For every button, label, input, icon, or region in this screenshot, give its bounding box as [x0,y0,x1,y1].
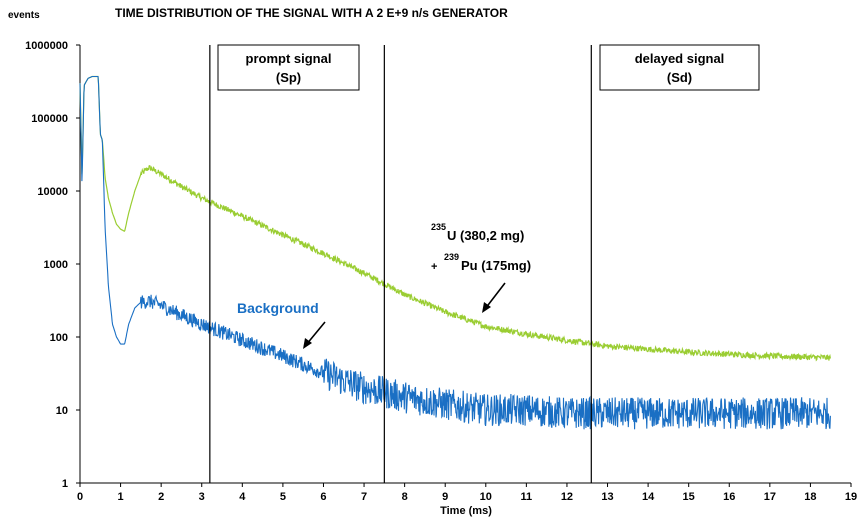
x-tick-label: 17 [764,491,776,503]
pu239-label: Pu (175mg) [461,258,531,273]
x-tick-label: 0 [77,491,83,503]
sample-arrow [482,282,506,313]
x-tick-label: 8 [402,491,408,503]
x-tick-label: 2 [158,491,164,503]
prompt-signal-abbrev: (Sp) [276,70,301,85]
background-series-line [79,75,831,430]
y-tick-label: 10 [56,405,68,417]
x-tick-label: 6 [320,491,326,503]
y-tick-label: 100000 [31,113,68,125]
x-tick-label: 19 [845,491,857,503]
y-tick-label: 1000 [44,259,68,271]
x-tick-label: 14 [642,491,655,503]
prompt-signal-box: prompt signal (Sp) [217,44,360,91]
background-arrow [303,321,326,349]
u235-label: U (380,2 mg) [447,228,524,243]
x-tick-label: 1 [118,491,124,503]
x-axis-label: Time (ms) [440,505,492,517]
x-tick-label: 16 [723,491,735,503]
series-layer [79,75,831,430]
pu239-superscript: 239 [444,252,459,262]
region-lines [209,45,592,483]
y-tick-label: 1000000 [25,40,68,52]
y-axis-unit-label: events [8,10,40,21]
background-label: Background [237,300,319,316]
y-tick-label: 1 [62,478,68,490]
x-tick-label: 11 [521,491,533,503]
y-ticks: 1 10 100 1000 10000 100000 1000000 [25,40,80,490]
x-tick-label: 18 [804,491,816,503]
delayed-signal-box: delayed signal (Sd) [599,44,760,91]
y-tick-label: 10000 [37,186,68,198]
delayed-signal-abbrev: (Sd) [667,70,692,85]
sample-series-line [79,75,831,362]
y-tick-label: 100 [50,332,68,344]
chart-title: TIME DISTRIBUTION OF THE SIGNAL WITH A 2… [115,6,508,20]
sample-annotation: 235 U (380,2 mg) + 239 Pu (175mg) [431,222,531,273]
x-tick-label: 15 [683,491,695,503]
x-tick-label: 13 [601,491,613,503]
x-tick-label: 3 [199,491,205,503]
x-tick-label: 12 [561,491,573,503]
x-tick-label: 5 [280,491,286,503]
x-tick-label: 10 [480,491,492,503]
prompt-signal-label: prompt signal [246,51,332,66]
x-tick-label: 7 [361,491,367,503]
x-tick-label: 4 [239,491,246,503]
x-tick-label: 9 [442,491,448,503]
u235-superscript: 235 [431,222,446,232]
pu239-plus: + [431,261,437,273]
delayed-signal-label: delayed signal [635,51,725,66]
x-ticks: 0 1 2 3 4 5 6 7 8 9 10 11 12 13 14 15 16 17 18 19 [77,483,857,503]
